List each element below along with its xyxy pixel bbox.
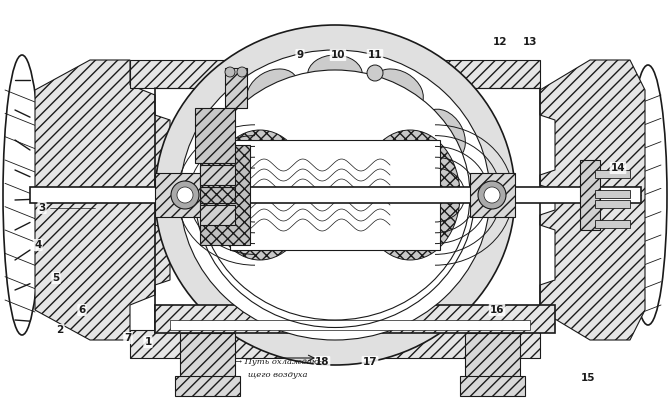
- Ellipse shape: [210, 130, 310, 260]
- Ellipse shape: [247, 69, 299, 113]
- Text: 6: 6: [79, 305, 86, 315]
- Ellipse shape: [360, 130, 460, 260]
- Ellipse shape: [3, 55, 41, 335]
- Bar: [595, 170, 630, 178]
- Bar: [460, 376, 525, 396]
- Polygon shape: [35, 60, 170, 340]
- Bar: [195, 108, 235, 163]
- Bar: [170, 320, 530, 330]
- Text: 2: 2: [56, 325, 64, 335]
- Text: 12: 12: [493, 37, 507, 47]
- Bar: [595, 190, 630, 198]
- Bar: [200, 165, 235, 185]
- Ellipse shape: [629, 65, 667, 325]
- Ellipse shape: [171, 181, 199, 209]
- Bar: [175, 376, 240, 396]
- Bar: [230, 140, 440, 250]
- Text: 7: 7: [124, 333, 132, 343]
- Bar: [595, 200, 630, 208]
- Bar: [470, 173, 515, 217]
- Circle shape: [367, 65, 383, 81]
- Text: 1: 1: [144, 337, 152, 347]
- Bar: [30, 187, 641, 203]
- Text: → Путь охлаждаю-: → Путь охлаждаю-: [235, 358, 322, 366]
- Ellipse shape: [372, 69, 423, 113]
- Ellipse shape: [180, 50, 490, 340]
- Ellipse shape: [421, 109, 466, 161]
- Bar: [200, 205, 235, 225]
- Text: 3: 3: [38, 203, 46, 213]
- Ellipse shape: [478, 181, 506, 209]
- Circle shape: [484, 187, 500, 203]
- Bar: [465, 333, 520, 388]
- Text: 13: 13: [523, 37, 537, 47]
- Text: 16: 16: [490, 305, 504, 315]
- Bar: [595, 220, 630, 228]
- Circle shape: [225, 67, 235, 77]
- Text: 15: 15: [580, 373, 595, 383]
- Circle shape: [177, 187, 193, 203]
- Bar: [155, 305, 555, 333]
- Bar: [580, 160, 600, 230]
- Text: 11: 11: [368, 50, 382, 60]
- Bar: [200, 145, 250, 245]
- Bar: [225, 68, 247, 108]
- Text: 4: 4: [34, 240, 42, 250]
- Circle shape: [237, 67, 247, 77]
- Bar: [155, 173, 200, 217]
- Text: 17: 17: [363, 357, 377, 367]
- Text: 10: 10: [331, 50, 346, 60]
- Ellipse shape: [307, 55, 362, 95]
- Text: 5: 5: [52, 273, 60, 283]
- Bar: [130, 330, 540, 358]
- Bar: [200, 187, 235, 203]
- Text: 18: 18: [315, 357, 329, 367]
- Ellipse shape: [205, 109, 249, 161]
- Polygon shape: [540, 60, 645, 340]
- Bar: [180, 333, 235, 388]
- Text: 14: 14: [611, 163, 625, 173]
- Ellipse shape: [155, 25, 515, 365]
- Bar: [130, 60, 540, 88]
- Ellipse shape: [200, 70, 470, 320]
- Text: 9: 9: [297, 50, 303, 60]
- Text: щего воздуха: щего воздуха: [240, 371, 307, 379]
